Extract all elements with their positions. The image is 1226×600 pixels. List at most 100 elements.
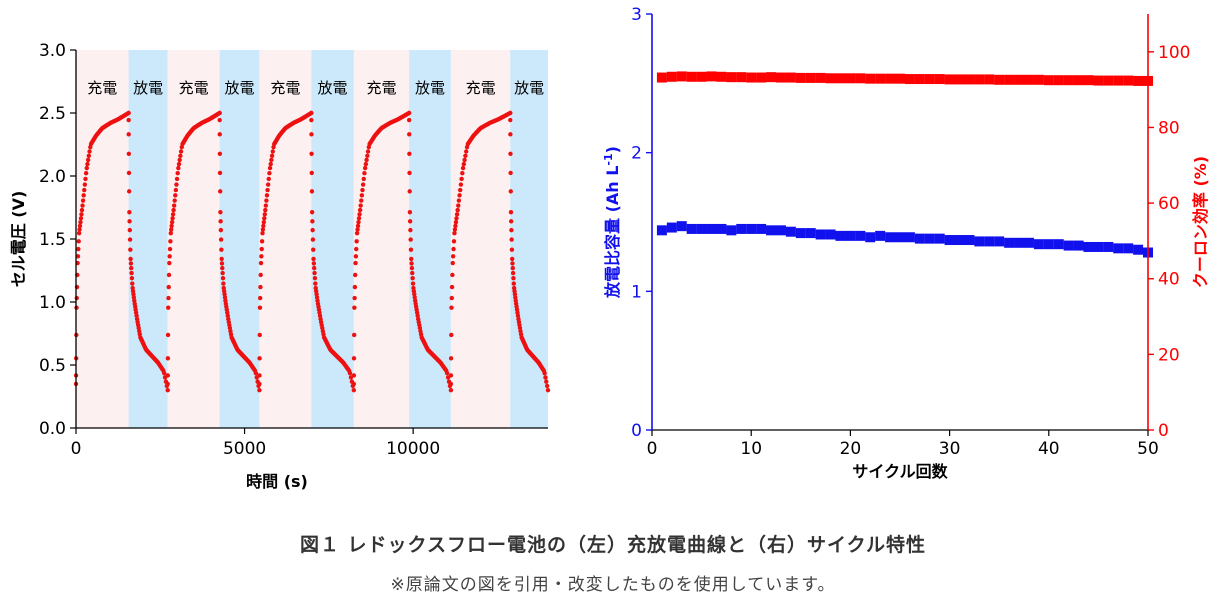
voltage-point bbox=[165, 332, 171, 338]
voltage-point bbox=[407, 219, 413, 224]
voltage-point bbox=[407, 210, 413, 215]
efficiency-point bbox=[746, 72, 757, 83]
voltage-point bbox=[265, 187, 270, 193]
voltage-point bbox=[412, 295, 417, 300]
voltage-point bbox=[166, 295, 171, 301]
voltage-point bbox=[448, 388, 454, 393]
efficiency-point bbox=[1014, 74, 1025, 85]
voltage-point bbox=[126, 170, 132, 176]
voltage-point bbox=[450, 272, 455, 278]
voltage-point bbox=[259, 246, 264, 252]
capacity-point bbox=[904, 232, 915, 243]
voltage-point bbox=[257, 332, 262, 338]
x-tick-label: 30 bbox=[939, 439, 961, 459]
voltage-point bbox=[458, 182, 464, 187]
efficiency-point bbox=[706, 71, 717, 82]
capacity-point bbox=[865, 232, 876, 243]
efficiency-point bbox=[855, 73, 866, 84]
voltage-point bbox=[515, 313, 521, 319]
efficiency-point bbox=[984, 74, 995, 85]
x-axis-title: サイクル回数 bbox=[852, 462, 948, 481]
voltage-point bbox=[217, 132, 222, 137]
efficiency-point bbox=[716, 71, 727, 82]
capacity-point bbox=[746, 223, 757, 234]
left-y-tick-label: 3 bbox=[631, 5, 642, 25]
voltage-point bbox=[220, 276, 226, 281]
voltage-point bbox=[165, 381, 170, 387]
voltage-point bbox=[461, 161, 467, 167]
voltage-point bbox=[352, 284, 358, 290]
voltage-point bbox=[356, 219, 361, 225]
voltage-point bbox=[354, 246, 359, 252]
voltage-point bbox=[510, 265, 515, 271]
voltage-point bbox=[312, 270, 317, 276]
voltage-point bbox=[309, 117, 314, 123]
efficiency-point bbox=[934, 74, 945, 85]
voltage-point bbox=[454, 216, 459, 221]
voltage-point bbox=[463, 149, 469, 154]
voltage-point bbox=[408, 247, 414, 252]
voltage-point bbox=[310, 237, 316, 242]
capacity-point bbox=[1123, 243, 1134, 254]
efficiency-point bbox=[756, 72, 767, 83]
y-tick-label: 2.0 bbox=[39, 167, 66, 187]
voltage-point bbox=[257, 305, 263, 310]
voltage-point bbox=[352, 272, 358, 278]
voltage-point bbox=[448, 381, 454, 387]
voltage-point bbox=[169, 223, 174, 229]
voltage-point bbox=[128, 247, 133, 252]
voltage-point bbox=[448, 356, 454, 361]
voltage-point bbox=[509, 227, 514, 233]
capacity-point bbox=[964, 235, 975, 246]
capacity-point bbox=[914, 233, 925, 244]
voltage-point bbox=[409, 265, 415, 271]
voltage-point bbox=[511, 276, 516, 281]
right-y-axis-title: クーロン効率 (%) bbox=[1191, 156, 1210, 288]
efficiency-point bbox=[1093, 75, 1104, 86]
figure-caption-title: 図１ レドックスフロー電池の（左）充放電曲線と（右）サイクル特性 bbox=[299, 534, 927, 556]
voltage-point bbox=[218, 210, 223, 215]
voltage-point bbox=[450, 254, 456, 259]
phase-label-charge: 充電 bbox=[179, 79, 209, 97]
voltage-point bbox=[259, 239, 265, 244]
voltage-point bbox=[126, 151, 132, 156]
capacity-point bbox=[1103, 241, 1114, 252]
voltage-point bbox=[269, 153, 275, 158]
voltage-point bbox=[462, 157, 467, 163]
voltage-point bbox=[81, 193, 86, 198]
capacity-point bbox=[1004, 237, 1015, 248]
phase-label-charge: 充電 bbox=[270, 79, 300, 97]
voltage-point bbox=[510, 270, 516, 276]
capacity-point bbox=[1014, 237, 1025, 248]
phase-label-discharge: 放電 bbox=[133, 79, 163, 97]
voltage-point bbox=[126, 117, 131, 123]
efficiency-point bbox=[904, 74, 915, 85]
voltage-point bbox=[261, 219, 267, 225]
voltage-point bbox=[176, 161, 182, 167]
left-y-axis-title: 放電比容量 (Ah L-1) bbox=[602, 146, 622, 299]
voltage-point bbox=[407, 151, 412, 156]
voltage-point bbox=[127, 210, 132, 215]
voltage-point bbox=[258, 272, 263, 278]
voltage-point bbox=[508, 189, 513, 194]
x-tick-label: 0 bbox=[647, 439, 658, 459]
voltage-point bbox=[266, 176, 271, 182]
x-tick-label: 50 bbox=[1137, 439, 1159, 459]
capacity-point bbox=[656, 225, 667, 236]
voltage-point bbox=[314, 291, 319, 297]
efficiency-point bbox=[974, 74, 985, 85]
voltage-point bbox=[463, 153, 468, 158]
voltage-point bbox=[359, 193, 365, 198]
voltage-point bbox=[166, 284, 171, 290]
voltage-point bbox=[76, 239, 81, 244]
capacity-point bbox=[696, 223, 707, 234]
voltage-point bbox=[128, 261, 134, 266]
voltage-point bbox=[449, 295, 454, 301]
voltage-point bbox=[314, 295, 320, 300]
voltage-point bbox=[217, 110, 222, 116]
voltage-point bbox=[460, 171, 465, 176]
voltage-point bbox=[410, 276, 415, 281]
voltage-point bbox=[360, 182, 366, 187]
voltage-point bbox=[309, 170, 314, 176]
efficiency-point bbox=[865, 73, 876, 84]
